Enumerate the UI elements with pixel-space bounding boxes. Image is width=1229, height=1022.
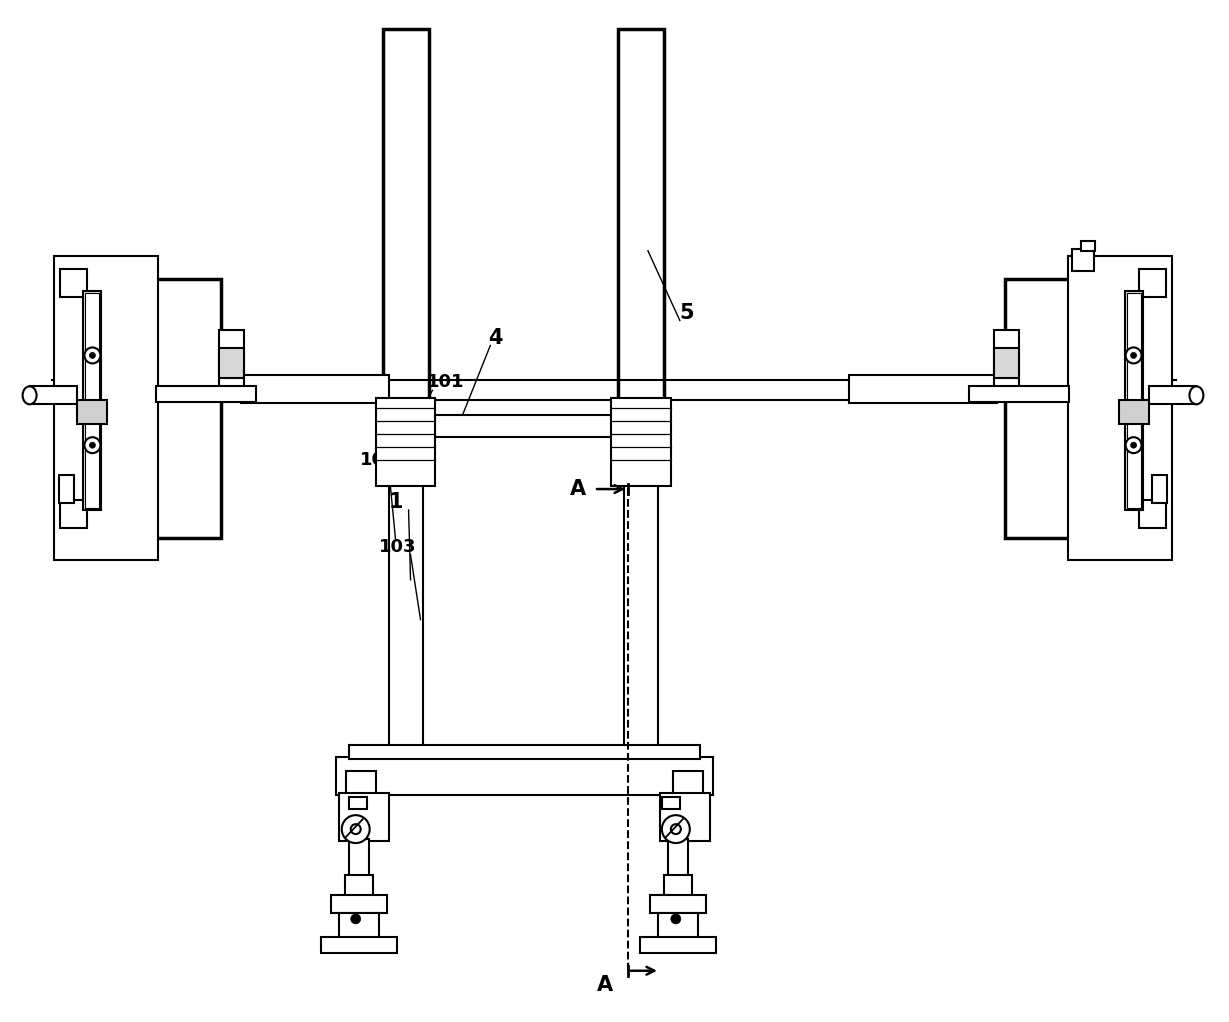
- Bar: [336, 757, 713, 795]
- Circle shape: [85, 347, 101, 364]
- Circle shape: [662, 816, 689, 843]
- Bar: [59, 475, 75, 503]
- Bar: [29, 386, 77, 405]
- Bar: [994, 330, 1019, 396]
- Bar: [658, 913, 698, 938]
- Bar: [640, 937, 715, 953]
- Bar: [1068, 256, 1172, 560]
- Bar: [1080, 241, 1095, 250]
- Circle shape: [342, 816, 370, 843]
- Bar: [650, 895, 705, 913]
- Bar: [1118, 401, 1149, 424]
- Circle shape: [671, 824, 681, 834]
- Bar: [54, 256, 159, 560]
- Bar: [339, 913, 379, 938]
- Text: A: A: [570, 479, 586, 499]
- Text: 102: 102: [360, 451, 397, 469]
- Bar: [349, 745, 699, 759]
- Bar: [219, 330, 245, 396]
- Bar: [968, 386, 1069, 403]
- Text: 4: 4: [488, 328, 503, 349]
- Circle shape: [350, 824, 360, 834]
- Ellipse shape: [1190, 386, 1203, 405]
- Bar: [1152, 475, 1168, 503]
- Text: 103: 103: [379, 538, 417, 556]
- Text: 1: 1: [388, 492, 403, 512]
- Circle shape: [350, 914, 360, 924]
- Bar: [662, 797, 680, 809]
- Text: A: A: [597, 975, 613, 994]
- Bar: [1127, 292, 1141, 508]
- Bar: [1005, 279, 1073, 538]
- Bar: [667, 839, 688, 877]
- Bar: [219, 349, 245, 378]
- Bar: [349, 839, 369, 877]
- Circle shape: [1126, 347, 1142, 364]
- Bar: [241, 375, 388, 404]
- Bar: [339, 793, 388, 841]
- Bar: [624, 430, 658, 770]
- Bar: [376, 399, 435, 486]
- Bar: [435, 415, 611, 437]
- Bar: [345, 772, 376, 797]
- Bar: [849, 375, 997, 404]
- Circle shape: [90, 443, 96, 449]
- Bar: [59, 269, 87, 296]
- Bar: [321, 937, 397, 953]
- Circle shape: [90, 353, 96, 359]
- Bar: [331, 895, 387, 913]
- Bar: [77, 401, 107, 424]
- Text: 101: 101: [426, 373, 465, 391]
- Bar: [345, 875, 372, 897]
- Bar: [1125, 290, 1143, 510]
- Bar: [59, 500, 87, 528]
- Bar: [86, 292, 100, 508]
- Bar: [154, 279, 221, 538]
- Bar: [382, 30, 429, 428]
- Circle shape: [1131, 443, 1137, 449]
- Bar: [156, 386, 256, 403]
- Circle shape: [1126, 437, 1142, 453]
- Bar: [84, 290, 102, 510]
- Ellipse shape: [22, 386, 37, 405]
- Bar: [611, 399, 671, 486]
- Bar: [664, 875, 692, 897]
- Bar: [672, 772, 703, 797]
- Text: 5: 5: [680, 303, 694, 323]
- Bar: [618, 30, 664, 428]
- Bar: [1149, 386, 1196, 405]
- Circle shape: [85, 437, 101, 453]
- Circle shape: [1131, 353, 1137, 359]
- Bar: [1072, 248, 1094, 271]
- Bar: [660, 793, 709, 841]
- Bar: [1138, 500, 1166, 528]
- Bar: [1138, 269, 1166, 296]
- Bar: [388, 430, 423, 770]
- Bar: [349, 797, 366, 809]
- Bar: [994, 349, 1019, 378]
- Circle shape: [671, 914, 681, 924]
